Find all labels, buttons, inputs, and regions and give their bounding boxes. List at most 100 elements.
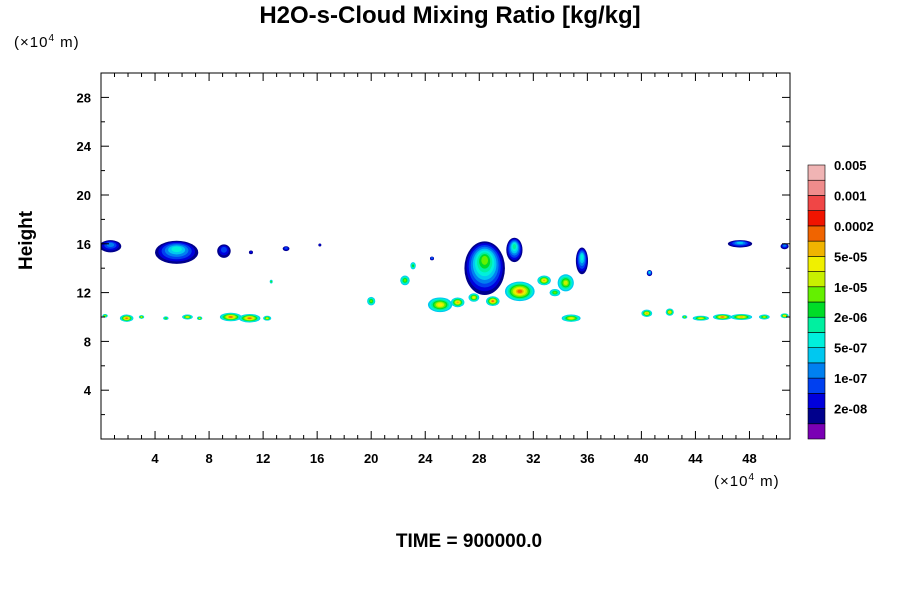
cloud-contour	[165, 317, 167, 319]
x-tick-label: 44	[688, 451, 703, 466]
colorbar-swatch	[807, 301, 826, 318]
upper-cloud-9	[575, 247, 589, 275]
cloud-contour	[739, 316, 744, 318]
x-tick-label: 16	[310, 451, 324, 466]
cloud-contour	[249, 250, 253, 254]
cloud-contour	[370, 299, 373, 303]
upper-cloud-12	[780, 243, 789, 250]
cloud-contour	[683, 316, 686, 318]
colorbar	[807, 164, 826, 440]
upper-cloud-0	[101, 240, 122, 253]
colorbar-swatch	[807, 271, 826, 288]
cloud-contour	[104, 315, 106, 317]
y-unit-suffix: m)	[55, 34, 80, 51]
lower-cloud-19	[263, 315, 272, 321]
cloud-contour	[472, 296, 476, 299]
lower-cloud-12	[119, 314, 134, 322]
lower-cloud-20	[269, 279, 273, 284]
colorbar-swatch	[807, 240, 826, 257]
lower-cloud-23	[665, 308, 674, 316]
cloud-contour	[720, 316, 725, 318]
lower-cloud-8	[537, 275, 551, 286]
upper-cloud-6	[429, 256, 435, 261]
cloud-contour	[512, 243, 517, 250]
y-tick-label: 20	[77, 188, 91, 203]
colorbar-label: 2e-06	[834, 310, 867, 325]
cloud-contour	[456, 301, 459, 304]
cloud-contour	[517, 289, 523, 294]
lower-cloud-17	[219, 312, 242, 322]
y-tick-label: 24	[77, 139, 92, 154]
lower-cloud-4	[450, 297, 465, 308]
upper-cloud-7	[464, 241, 505, 296]
lower-cloud-9	[557, 274, 574, 292]
colorbar-swatch	[807, 256, 826, 272]
y-unit-exponent: 4	[48, 33, 56, 44]
cloud-contour	[228, 316, 233, 318]
x-tick-label: 12	[256, 451, 270, 466]
lower-cloud-29	[780, 313, 789, 319]
upper-cloud-5	[318, 243, 322, 247]
cloud-contour	[563, 280, 568, 285]
colorbar-swatch	[807, 210, 826, 227]
lower-cloud-22	[641, 309, 653, 317]
colorbar-swatch	[807, 393, 826, 409]
cloud-contour	[412, 264, 415, 268]
cloud-contour	[481, 255, 489, 265]
colorbar-swatch	[807, 179, 826, 196]
colorbar-swatch	[807, 164, 826, 181]
x-unit-suffix: m)	[755, 473, 780, 490]
cloud-contour	[247, 317, 252, 319]
colorbar-swatch	[807, 347, 826, 364]
cloud-contour	[491, 300, 494, 302]
upper-cloud-11	[727, 240, 753, 248]
x-tick-label: 24	[418, 451, 433, 466]
lower-cloud-3	[427, 297, 453, 313]
colorbar-swatch	[807, 332, 826, 348]
y-tick-labels: 4 8 12 16 20 24 28	[77, 90, 92, 398]
colorbar-swatch	[807, 195, 826, 211]
cloud-contour	[553, 291, 557, 294]
colorbar-label: 2e-08	[834, 402, 867, 417]
lower-cloud-26	[712, 313, 732, 321]
upper-cloud-1	[155, 240, 199, 264]
lower-cloud-0	[400, 275, 410, 286]
cloud-contour	[125, 317, 128, 319]
y-tick-label: 8	[84, 334, 91, 349]
lower-cloud-11	[561, 314, 581, 322]
x-tick-label: 48	[742, 451, 756, 466]
cloud-contour	[783, 315, 786, 317]
colorbar-label: 5e-05	[834, 249, 867, 264]
lower-cloud-15	[182, 314, 193, 320]
colorbar-label: 1e-07	[834, 371, 867, 386]
x-axis-unit: (×104 m)	[714, 472, 780, 490]
x-unit-prefix: (×10	[714, 473, 749, 490]
cloud-contour	[140, 316, 143, 318]
x-tick-label: 8	[205, 451, 212, 466]
cloud-contour	[199, 317, 201, 319]
lower-cloud-24	[681, 315, 688, 319]
cloud-contour	[431, 257, 433, 259]
lower-cloud-27	[730, 313, 753, 321]
cloud-field	[101, 237, 789, 323]
colorbar-swatch	[807, 362, 826, 379]
cloud-contour	[648, 271, 651, 274]
axis-ticks	[101, 73, 790, 439]
chart-title: H2O-s-Cloud Mixing Ratio [kg/kg]	[259, 2, 641, 29]
x-unit-exponent: 4	[748, 472, 756, 483]
colorbar-swatch	[807, 225, 826, 242]
cloud-contour	[220, 246, 227, 253]
upper-cloud-2	[217, 244, 231, 258]
cloud-contour	[763, 316, 766, 318]
x-tick-label: 40	[634, 451, 648, 466]
colorbar-label: 0.001	[834, 188, 867, 203]
colorbar-swatch	[807, 316, 826, 333]
colorbar-swatch	[807, 377, 826, 394]
cloud-contour	[645, 312, 648, 315]
upper-cloud-8	[506, 237, 523, 263]
cloud-contour	[437, 303, 443, 307]
colorbar-label: 5e-07	[834, 341, 867, 356]
cloud-contour	[171, 246, 182, 253]
cloud-contour	[569, 317, 574, 319]
